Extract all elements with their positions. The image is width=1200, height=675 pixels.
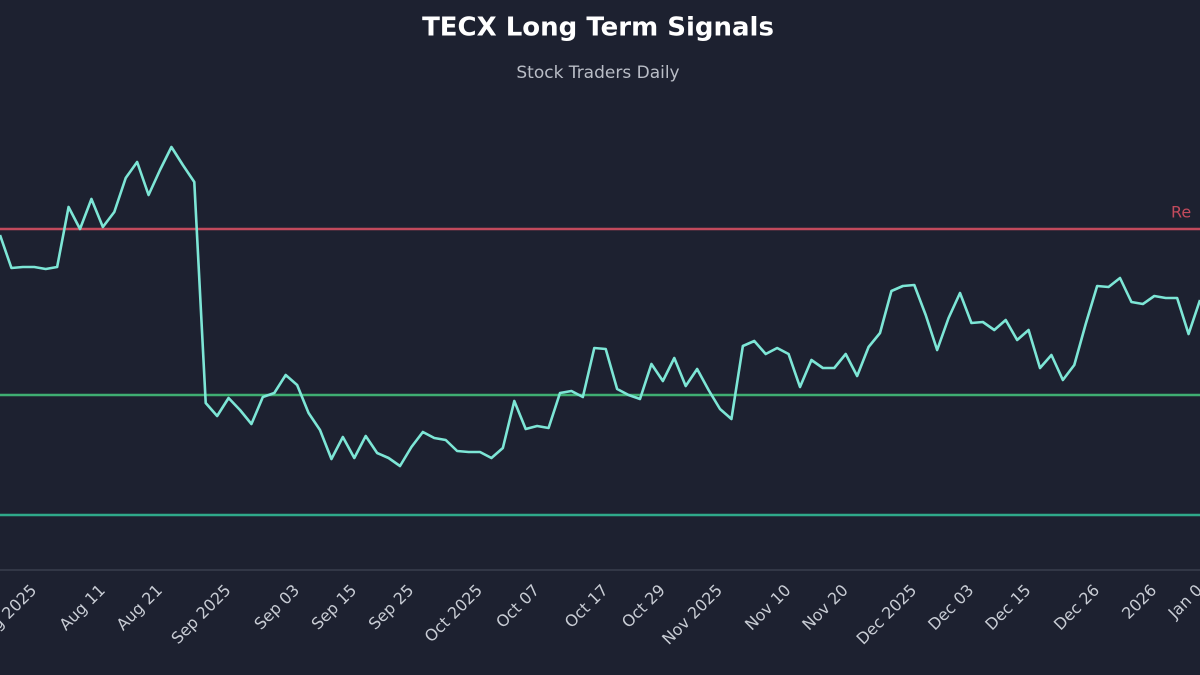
level-label: Re bbox=[1171, 203, 1191, 222]
chart-subtitle: Stock Traders Daily bbox=[516, 63, 679, 83]
chart-title: TECX Long Term Signals bbox=[422, 13, 774, 43]
price-line bbox=[0, 145, 1200, 468]
